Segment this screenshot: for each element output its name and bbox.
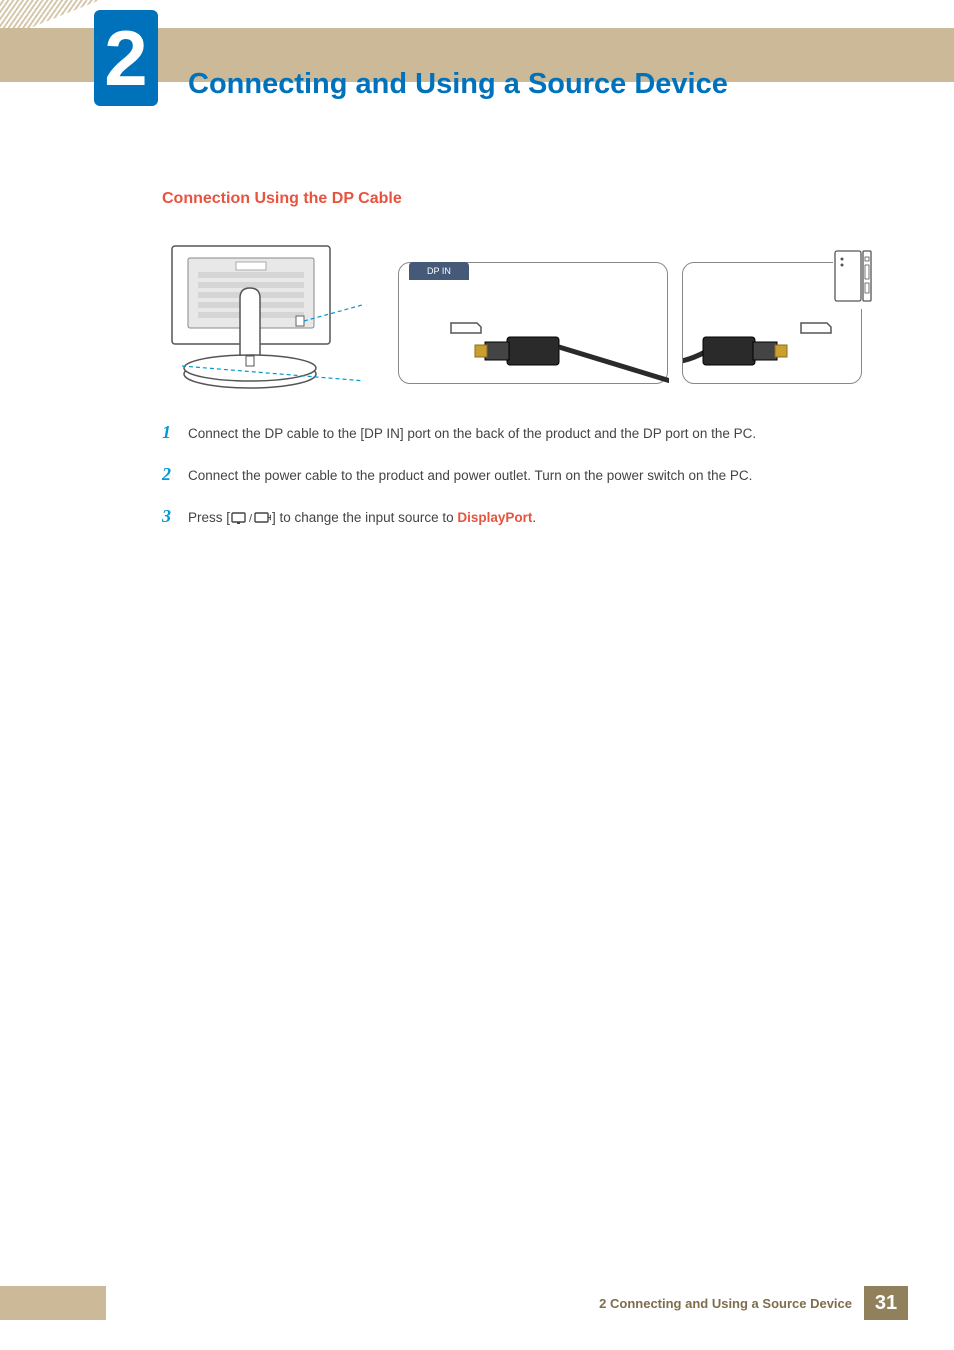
step-text: Press [ / ] to change the input source t… bbox=[188, 507, 536, 529]
step-highlight: DisplayPort bbox=[457, 510, 532, 525]
connection-diagram: DP IN bbox=[162, 234, 892, 394]
steps-list: 1 Connect the DP cable to the [DP IN] po… bbox=[162, 418, 892, 530]
step-text-after: . bbox=[532, 510, 536, 525]
step-row: 2 Connect the power cable to the product… bbox=[162, 460, 892, 489]
footer-spacer bbox=[106, 1286, 599, 1320]
chapter-badge: 2 bbox=[94, 10, 158, 106]
footer-chapter-text: 2 Connecting and Using a Source Device bbox=[599, 1286, 864, 1320]
step-text-mid: ] to change the input source to bbox=[272, 510, 457, 525]
dp-connector-left-icon bbox=[399, 263, 669, 385]
step-text: Connect the DP cable to the [DP IN] port… bbox=[188, 423, 756, 445]
pc-tower-icon bbox=[833, 249, 873, 309]
chapter-title: Connecting and Using a Source Device bbox=[188, 68, 728, 101]
svg-text:/: / bbox=[249, 513, 253, 525]
source-button-icon: / bbox=[231, 511, 271, 525]
step-number: 3 bbox=[162, 502, 188, 531]
step-number: 2 bbox=[162, 460, 188, 489]
step-text-before: Press [ bbox=[188, 510, 230, 525]
pc-panel bbox=[682, 262, 862, 384]
step-row: 1 Connect the DP cable to the [DP IN] po… bbox=[162, 418, 892, 447]
page-footer: 2 Connecting and Using a Source Device 3… bbox=[0, 1286, 954, 1320]
monitor-icon bbox=[162, 238, 362, 398]
section-title: Connection Using the DP Cable bbox=[162, 190, 892, 208]
chapter-number: 2 bbox=[104, 19, 147, 97]
step-text: Connect the power cable to the product a… bbox=[188, 465, 752, 487]
footer-page-number: 31 bbox=[864, 1286, 908, 1320]
step-number: 1 bbox=[162, 418, 188, 447]
port-panel: DP IN bbox=[398, 262, 668, 384]
footer-accent-bar bbox=[0, 1286, 106, 1320]
step-row: 3 Press [ / ] to change the input source… bbox=[162, 502, 892, 531]
port-label: DP IN bbox=[409, 262, 469, 280]
content-area: Connection Using the DP Cable D bbox=[162, 190, 892, 543]
